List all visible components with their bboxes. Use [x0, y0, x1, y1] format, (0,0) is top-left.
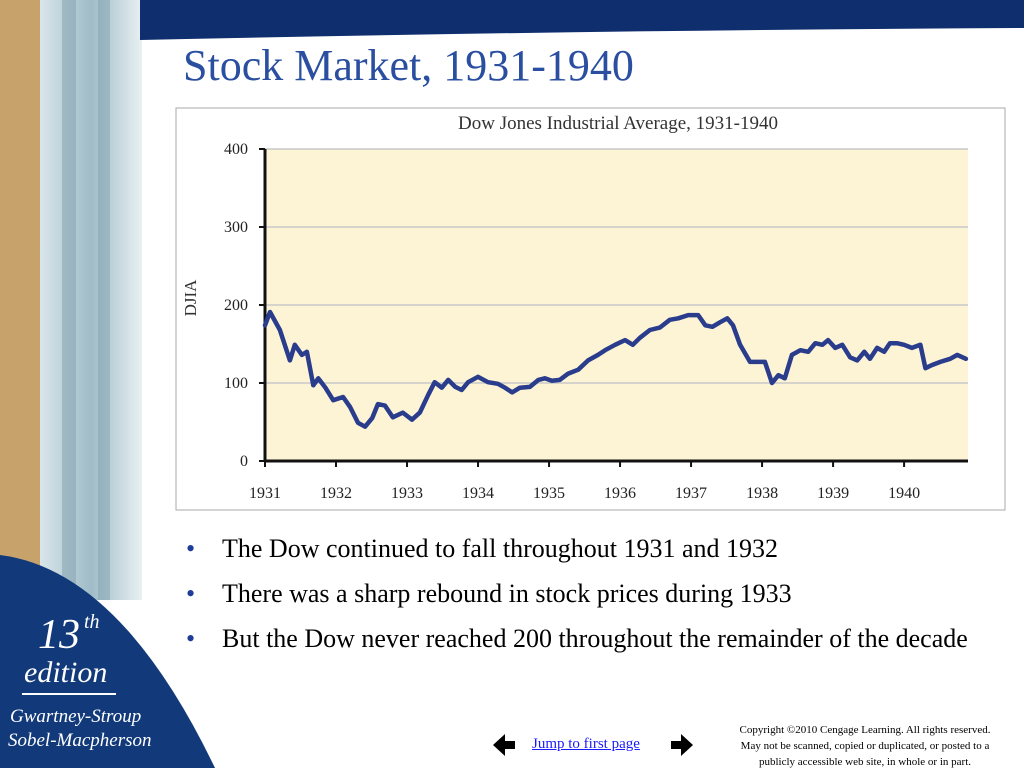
y-tick-label: 400 — [224, 141, 248, 158]
author-line: Gwartney-Stroup — [10, 706, 141, 727]
author-line: Sobel-Macpherson — [8, 730, 152, 751]
chart: 0 100 200 300 400 1931 1932 1933 1934 1935 1936 193… — [224, 141, 969, 502]
bullet: There was a sharp rebound in stock price… — [180, 575, 990, 612]
column-shade — [98, 0, 110, 600]
copyright-line: May not be scanned, copied or duplicated… — [740, 740, 990, 752]
bullet-list: The Dow continued to fall throughout 193… — [180, 530, 990, 665]
y-axis-label: DJIA — [181, 279, 200, 317]
slide-title: Stock Market, 1931-1940 — [183, 41, 634, 90]
x-tick-label: 1937 — [675, 485, 707, 502]
y-tick-label: 0 — [240, 453, 248, 470]
x-tick-label: 1933 — [391, 485, 423, 502]
y-tick-label: 100 — [224, 375, 248, 392]
next-arrow[interactable] — [671, 734, 693, 756]
y-tick-label: 200 — [224, 297, 248, 314]
x-tick-label: 1935 — [533, 485, 565, 502]
edition-number: 13 — [38, 612, 80, 658]
prev-arrow[interactable] — [493, 734, 515, 756]
edition-panel — [0, 555, 215, 768]
copyright: Copyright ©2010 Cengage Learning. All ri… — [712, 722, 1018, 768]
sidebar-strip — [0, 0, 42, 600]
y-tick-label: 300 — [224, 219, 248, 236]
data-line — [262, 309, 969, 429]
x-tick-label: 1939 — [817, 485, 849, 502]
bullet: The Dow continued to fall throughout 193… — [180, 530, 990, 567]
column-shade — [62, 0, 76, 600]
chart-title: Dow Jones Industrial Average, 1931-1940 — [458, 113, 778, 134]
x-tick-label: 1940 — [888, 485, 920, 502]
copyright-line: publicly accessible web site, in whole o… — [759, 756, 971, 768]
x-tick-label: 1938 — [746, 485, 778, 502]
x-tick-label: 1936 — [604, 485, 636, 502]
x-tick-label: 1932 — [320, 485, 352, 502]
copyright-line: Copyright ©2010 Cengage Learning. All ri… — [739, 724, 991, 736]
bullet: But the Dow never reached 200 throughout… — [180, 620, 990, 657]
edition-word: edition — [24, 656, 107, 689]
sidebar-columns — [40, 0, 142, 600]
top-band — [140, 0, 1024, 40]
edition-suffix: th — [84, 611, 100, 633]
x-tick-label: 1931 — [249, 485, 281, 502]
jump-link[interactable]: Jump to first page — [532, 736, 640, 752]
x-tick-label: 1934 — [462, 485, 494, 502]
